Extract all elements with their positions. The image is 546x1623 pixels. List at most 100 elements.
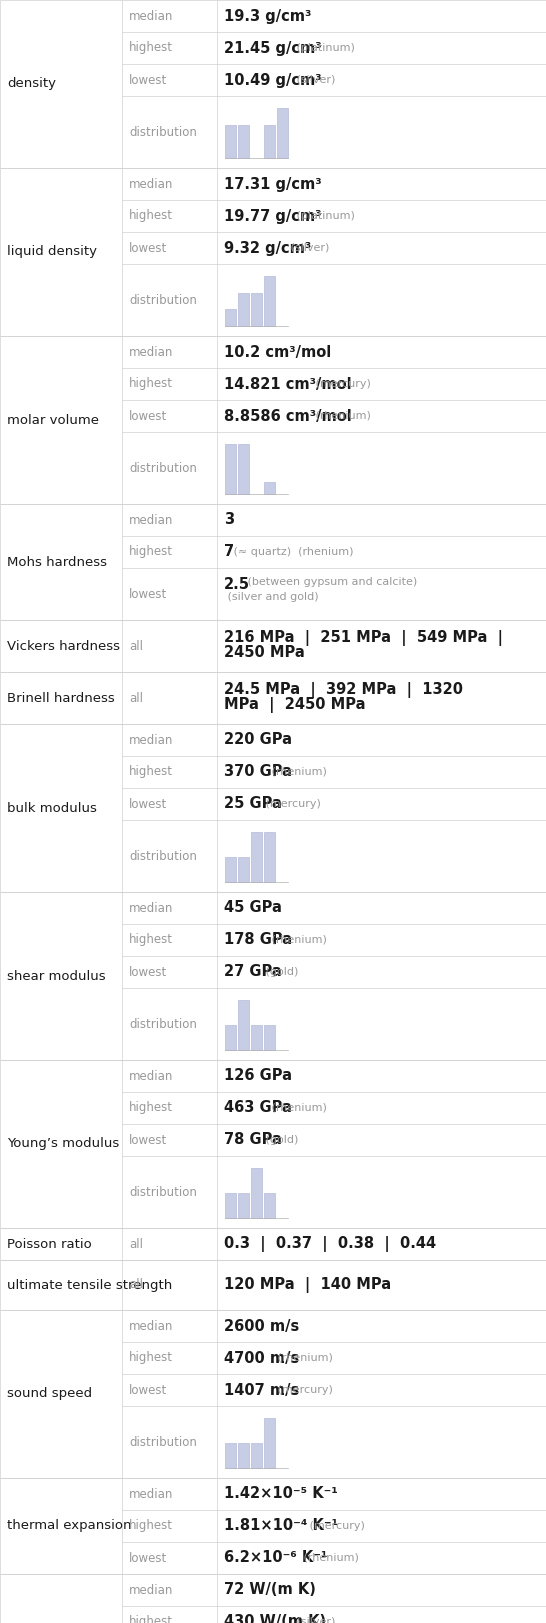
Text: lowest: lowest — [129, 73, 167, 86]
Text: 1.81×10⁻⁴ K⁻¹: 1.81×10⁻⁴ K⁻¹ — [224, 1519, 338, 1534]
Text: (rhenium): (rhenium) — [268, 768, 327, 777]
Text: lowest: lowest — [129, 409, 167, 422]
Text: 120 MPa  |  140 MPa: 120 MPa | 140 MPa — [224, 1277, 391, 1294]
Bar — [238, 125, 249, 157]
Bar — [264, 1419, 275, 1467]
Text: all: all — [129, 639, 143, 652]
Text: median: median — [129, 734, 174, 747]
Text: 370 GPa: 370 GPa — [224, 764, 292, 779]
Text: 19.3 g/cm³: 19.3 g/cm³ — [224, 8, 311, 23]
Text: (mercury): (mercury) — [275, 1384, 333, 1396]
Text: 8.8586 cm³/mol: 8.8586 cm³/mol — [224, 409, 352, 424]
Text: distribution: distribution — [129, 1018, 197, 1031]
Text: MPa  |  2450 MPa: MPa | 2450 MPa — [224, 696, 365, 712]
Bar — [238, 857, 249, 881]
Bar — [225, 857, 236, 881]
Text: 17.31 g/cm³: 17.31 g/cm³ — [224, 177, 322, 192]
Text: 3: 3 — [224, 513, 234, 527]
Bar — [251, 1169, 262, 1217]
Text: 126 GPa: 126 GPa — [224, 1068, 292, 1084]
Text: highest: highest — [129, 933, 173, 946]
Text: 14.821 cm³/mol: 14.821 cm³/mol — [224, 377, 352, 391]
Bar — [238, 1443, 249, 1467]
Text: median: median — [129, 513, 174, 526]
Text: 19.77 g/cm³: 19.77 g/cm³ — [224, 208, 322, 224]
Text: highest: highest — [129, 1352, 173, 1365]
Text: highest: highest — [129, 766, 173, 779]
Text: Brinell hardness: Brinell hardness — [7, 691, 115, 704]
Text: lowest: lowest — [129, 1552, 167, 1565]
Text: 1407 m/s: 1407 m/s — [224, 1383, 299, 1397]
Text: 463 GPa: 463 GPa — [224, 1100, 292, 1115]
Text: all: all — [129, 691, 143, 704]
Bar — [251, 833, 262, 881]
Text: 27 GPa: 27 GPa — [224, 964, 282, 980]
Text: median: median — [129, 177, 174, 190]
Text: 10.2 cm³/mol: 10.2 cm³/mol — [224, 344, 331, 360]
Bar — [264, 276, 275, 326]
Bar — [238, 445, 249, 493]
Text: (rhenium): (rhenium) — [275, 1354, 333, 1363]
Text: (mercury): (mercury) — [262, 799, 321, 808]
Text: (mercury): (mercury) — [306, 1521, 365, 1530]
Text: all: all — [129, 1237, 143, 1250]
Bar — [225, 1026, 236, 1050]
Text: (silver and gold): (silver and gold) — [224, 592, 319, 602]
Text: 6.2×10⁻⁶ K⁻¹: 6.2×10⁻⁶ K⁻¹ — [224, 1550, 328, 1566]
Bar — [225, 1443, 236, 1467]
Text: 178 GPa: 178 GPa — [224, 933, 292, 948]
Text: highest: highest — [129, 209, 173, 222]
Text: 220 GPa: 220 GPa — [224, 732, 292, 748]
Text: (≈ quartz)  (rhenium): (≈ quartz) (rhenium) — [230, 547, 354, 557]
Text: (silver): (silver) — [293, 1617, 336, 1623]
Text: lowest: lowest — [129, 588, 167, 601]
Text: median: median — [129, 1488, 174, 1501]
Text: (rhenium): (rhenium) — [268, 1104, 327, 1113]
Text: (platinum): (platinum) — [293, 42, 355, 54]
Bar — [251, 1026, 262, 1050]
Text: Mohs hardness: Mohs hardness — [7, 555, 107, 568]
Text: molar volume: molar volume — [7, 414, 99, 427]
Text: 430 W/(m K): 430 W/(m K) — [224, 1615, 326, 1623]
Bar — [238, 1193, 249, 1217]
Text: median: median — [129, 346, 174, 359]
Text: (mercury): (mercury) — [312, 380, 371, 390]
Bar — [238, 1000, 249, 1050]
Text: median: median — [129, 1070, 174, 1083]
Text: distribution: distribution — [129, 849, 197, 862]
Text: 2.5: 2.5 — [224, 578, 250, 592]
Text: median: median — [129, 1319, 174, 1332]
Text: lowest: lowest — [129, 966, 167, 979]
Text: 7: 7 — [224, 544, 234, 560]
Text: 2450 MPa: 2450 MPa — [224, 644, 305, 661]
Text: (rhenium): (rhenium) — [268, 935, 327, 945]
Text: (silver): (silver) — [287, 243, 329, 253]
Text: (rhenium): (rhenium) — [312, 411, 371, 420]
Text: all: all — [129, 1279, 143, 1292]
Text: lowest: lowest — [129, 242, 167, 255]
Text: median: median — [129, 901, 174, 914]
Text: highest: highest — [129, 1519, 173, 1532]
Text: median: median — [129, 10, 174, 23]
Bar — [264, 482, 275, 493]
Bar — [251, 292, 262, 326]
Text: distribution: distribution — [129, 294, 197, 307]
Text: (gold): (gold) — [262, 967, 298, 977]
Bar — [238, 292, 249, 326]
Text: lowest: lowest — [129, 797, 167, 810]
Text: highest: highest — [129, 378, 173, 391]
Text: (gold): (gold) — [262, 1134, 298, 1144]
Text: 0.3  |  0.37  |  0.38  |  0.44: 0.3 | 0.37 | 0.38 | 0.44 — [224, 1237, 436, 1251]
Text: median: median — [129, 1584, 174, 1597]
Text: sound speed: sound speed — [7, 1388, 92, 1401]
Text: 78 GPa: 78 GPa — [224, 1133, 282, 1147]
Text: Poisson ratio: Poisson ratio — [7, 1237, 92, 1250]
Text: lowest: lowest — [129, 1383, 167, 1396]
Bar — [225, 445, 236, 493]
Bar — [225, 1193, 236, 1217]
Text: thermal expansion: thermal expansion — [7, 1519, 132, 1532]
Text: (platinum): (platinum) — [293, 211, 355, 221]
Bar — [264, 1026, 275, 1050]
Bar — [225, 310, 236, 326]
Text: shear modulus: shear modulus — [7, 969, 105, 982]
